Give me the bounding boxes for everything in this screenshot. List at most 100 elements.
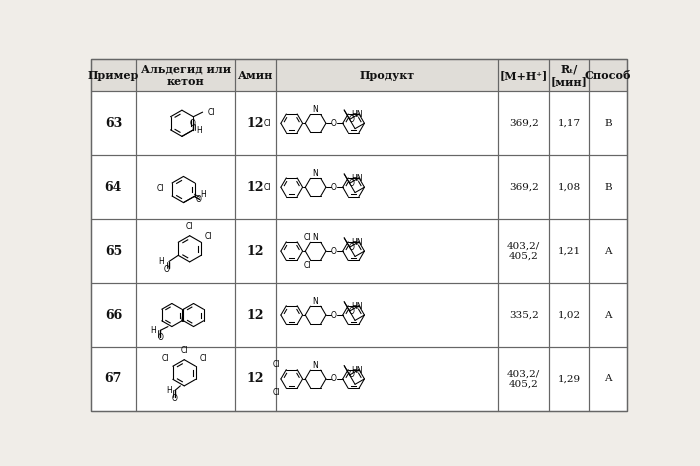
Text: 67: 67 bbox=[105, 372, 122, 385]
Text: [M+H⁺]: [M+H⁺] bbox=[500, 70, 548, 81]
Text: A: A bbox=[604, 247, 612, 256]
Bar bbox=[276, 59, 498, 91]
Text: Пример: Пример bbox=[88, 70, 139, 81]
Text: 12: 12 bbox=[247, 308, 265, 322]
Text: 1,29: 1,29 bbox=[558, 375, 581, 384]
Bar bbox=[90, 283, 136, 347]
Text: Rₜ/
[мин]: Rₜ/ [мин] bbox=[551, 63, 588, 87]
Text: HN: HN bbox=[351, 366, 363, 375]
Bar bbox=[589, 347, 627, 411]
Text: H: H bbox=[158, 257, 164, 266]
Bar bbox=[90, 91, 136, 155]
Text: N: N bbox=[313, 361, 319, 370]
Bar bbox=[549, 219, 589, 283]
Bar bbox=[498, 283, 549, 347]
Bar bbox=[498, 219, 549, 283]
Text: 403,2/
405,2: 403,2/ 405,2 bbox=[507, 241, 540, 261]
Bar bbox=[276, 219, 498, 283]
Bar bbox=[90, 155, 136, 219]
Bar bbox=[589, 155, 627, 219]
Bar bbox=[498, 91, 549, 155]
Text: Cl: Cl bbox=[207, 108, 215, 116]
Text: O: O bbox=[331, 310, 337, 320]
Text: HN: HN bbox=[351, 238, 363, 247]
Text: H: H bbox=[201, 190, 206, 199]
Text: 403,2/
405,2: 403,2/ 405,2 bbox=[507, 369, 540, 389]
Text: H: H bbox=[150, 326, 156, 335]
Bar bbox=[589, 347, 627, 411]
Text: Продукт: Продукт bbox=[359, 70, 414, 81]
Text: Амин: Амин bbox=[238, 70, 273, 81]
Bar bbox=[235, 219, 276, 283]
Text: O: O bbox=[331, 183, 337, 192]
Text: 1,17: 1,17 bbox=[558, 119, 581, 128]
Bar bbox=[276, 347, 498, 411]
Text: Cl: Cl bbox=[162, 354, 169, 363]
Text: 1,21: 1,21 bbox=[558, 247, 581, 256]
Bar bbox=[90, 59, 136, 91]
Bar bbox=[235, 347, 276, 411]
Bar bbox=[235, 347, 276, 411]
Bar bbox=[498, 347, 549, 411]
Text: 1,02: 1,02 bbox=[558, 310, 581, 320]
Bar bbox=[235, 59, 276, 91]
Text: O: O bbox=[349, 307, 355, 315]
Text: 66: 66 bbox=[105, 308, 122, 322]
Bar bbox=[498, 219, 549, 283]
Bar bbox=[589, 91, 627, 155]
Bar bbox=[235, 59, 276, 91]
Bar bbox=[136, 219, 235, 283]
Bar bbox=[498, 347, 549, 411]
Bar bbox=[549, 59, 589, 91]
Bar bbox=[90, 219, 136, 283]
Bar bbox=[498, 283, 549, 347]
Text: H: H bbox=[166, 386, 172, 395]
Text: O: O bbox=[172, 394, 178, 403]
Text: Cl: Cl bbox=[264, 183, 272, 192]
Bar bbox=[136, 91, 235, 155]
Bar bbox=[235, 155, 276, 219]
Bar bbox=[276, 155, 498, 219]
Bar bbox=[136, 155, 235, 219]
Text: O: O bbox=[158, 333, 163, 342]
Text: Cl: Cl bbox=[181, 346, 188, 355]
Text: O: O bbox=[349, 115, 355, 124]
Bar bbox=[136, 91, 235, 155]
Bar bbox=[589, 219, 627, 283]
Text: 335,2: 335,2 bbox=[509, 310, 538, 320]
Text: B: B bbox=[604, 119, 612, 128]
Bar bbox=[276, 347, 498, 411]
Text: O: O bbox=[331, 119, 337, 128]
Text: Cl: Cl bbox=[186, 222, 193, 231]
Bar bbox=[136, 347, 235, 411]
Bar bbox=[136, 347, 235, 411]
Text: HN: HN bbox=[351, 110, 363, 119]
Bar bbox=[235, 91, 276, 155]
Text: O: O bbox=[196, 195, 202, 204]
Text: Способ: Способ bbox=[585, 70, 631, 81]
Bar bbox=[498, 155, 549, 219]
Text: O: O bbox=[331, 375, 337, 384]
Text: 12: 12 bbox=[247, 245, 265, 258]
Text: O: O bbox=[190, 119, 196, 128]
Text: 12: 12 bbox=[247, 117, 265, 130]
Text: A: A bbox=[604, 310, 612, 320]
Bar bbox=[276, 283, 498, 347]
Text: N: N bbox=[313, 297, 319, 306]
Bar bbox=[235, 155, 276, 219]
Bar bbox=[276, 59, 498, 91]
Bar bbox=[549, 155, 589, 219]
Bar bbox=[90, 59, 136, 91]
Bar bbox=[235, 283, 276, 347]
Bar bbox=[90, 347, 136, 411]
Bar bbox=[589, 59, 627, 91]
Text: Cl: Cl bbox=[264, 119, 272, 128]
Text: HN: HN bbox=[351, 302, 363, 311]
Bar bbox=[589, 283, 627, 347]
Bar bbox=[136, 283, 235, 347]
Text: 12: 12 bbox=[247, 372, 265, 385]
Bar bbox=[589, 155, 627, 219]
Bar bbox=[136, 283, 235, 347]
Bar bbox=[276, 91, 498, 155]
Bar bbox=[235, 283, 276, 347]
